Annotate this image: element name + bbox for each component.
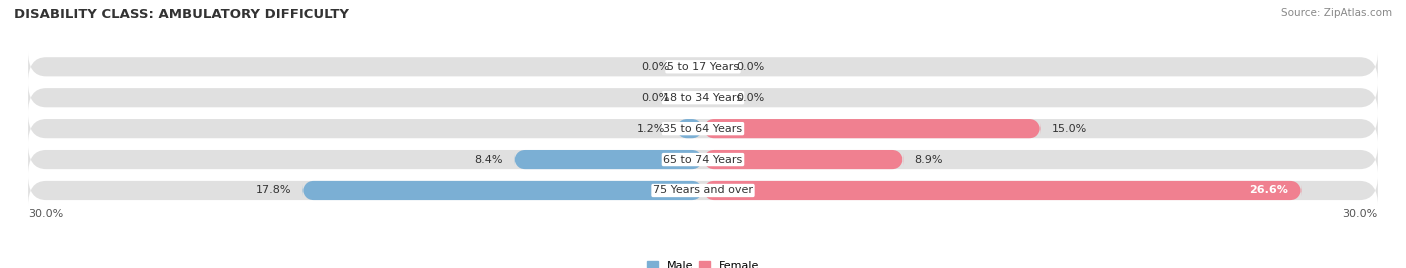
FancyBboxPatch shape (703, 181, 1302, 200)
Text: 17.8%: 17.8% (256, 185, 291, 195)
Text: 65 to 74 Years: 65 to 74 Years (664, 155, 742, 165)
Text: 8.9%: 8.9% (914, 155, 943, 165)
Text: 35 to 64 Years: 35 to 64 Years (664, 124, 742, 134)
Legend: Male, Female: Male, Female (643, 257, 763, 268)
FancyBboxPatch shape (28, 52, 1378, 82)
FancyBboxPatch shape (28, 113, 1378, 144)
Text: DISABILITY CLASS: AMBULATORY DIFFICULTY: DISABILITY CLASS: AMBULATORY DIFFICULTY (14, 8, 349, 21)
Text: 18 to 34 Years: 18 to 34 Years (664, 93, 742, 103)
FancyBboxPatch shape (703, 150, 903, 169)
Text: 15.0%: 15.0% (1052, 124, 1087, 134)
Text: 0.0%: 0.0% (641, 93, 669, 103)
FancyBboxPatch shape (28, 175, 1378, 206)
FancyBboxPatch shape (302, 181, 703, 200)
Text: 75 Years and over: 75 Years and over (652, 185, 754, 195)
FancyBboxPatch shape (703, 119, 1040, 138)
FancyBboxPatch shape (28, 83, 1378, 113)
Text: 0.0%: 0.0% (737, 93, 765, 103)
Text: 0.0%: 0.0% (641, 62, 669, 72)
Text: 5 to 17 Years: 5 to 17 Years (666, 62, 740, 72)
Text: 1.2%: 1.2% (637, 124, 665, 134)
Text: 30.0%: 30.0% (1343, 209, 1378, 219)
FancyBboxPatch shape (515, 150, 703, 169)
Text: 0.0%: 0.0% (737, 62, 765, 72)
Text: 26.6%: 26.6% (1249, 185, 1288, 195)
Text: 30.0%: 30.0% (28, 209, 63, 219)
Text: Source: ZipAtlas.com: Source: ZipAtlas.com (1281, 8, 1392, 18)
FancyBboxPatch shape (676, 119, 703, 138)
FancyBboxPatch shape (28, 144, 1378, 175)
Text: 8.4%: 8.4% (474, 155, 503, 165)
